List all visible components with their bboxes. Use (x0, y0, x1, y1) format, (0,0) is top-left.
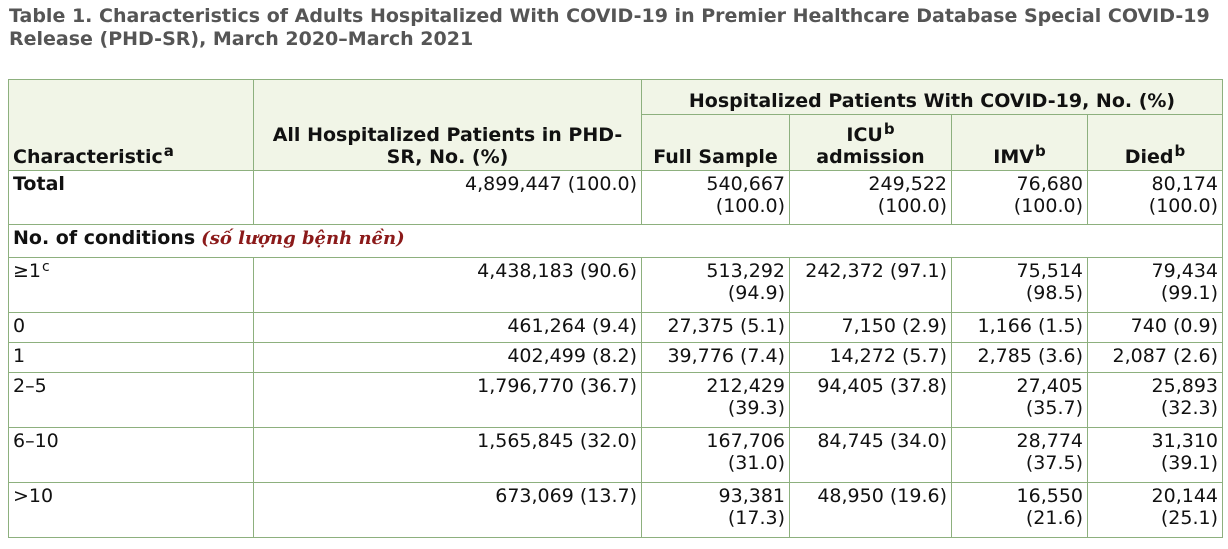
cell-died: 31,310 (39.1) (1087, 427, 1223, 483)
cell-all: 461,264 (9.4) (253, 312, 642, 343)
cell-icu: 249,522 (100.0) (789, 170, 952, 225)
cell-full: 93,381 (17.3) (641, 482, 790, 538)
icu-header: ICUb admission (789, 114, 952, 171)
cell-died-highlighted: 740 (0.9) (1087, 312, 1223, 343)
cell-all: 402,499 (8.2) (253, 342, 642, 373)
row-label: 2–5 (8, 372, 254, 428)
table-row: ≥1c 4,438,183 (90.6) 513,292 (94.9) 242,3… (8, 257, 1223, 313)
row-label: 0 (8, 312, 254, 343)
section-label-cell: No. of conditions (số lượng bệnh nền) (8, 224, 1223, 258)
cell-imv: 16,550 (21.6) (951, 482, 1088, 538)
row-label: Total (8, 170, 254, 225)
total-row: Total 4,899,447 (100.0) 540,667 (100.0) 2… (8, 170, 1223, 225)
characteristic-header: Characteristica (8, 79, 254, 171)
row-label: 1 (8, 342, 254, 373)
table-row: 6–10 1,565,845 (32.0) 167,706 (31.0) 84,7… (8, 427, 1223, 483)
cell-icu: 14,272 (5.7) (789, 342, 952, 373)
cell-icu: 242,372 (97.1) (789, 257, 952, 313)
cell-full: 540,667 (100.0) (641, 170, 790, 225)
section-label: No. of conditions (13, 227, 196, 249)
row-label: >10 (8, 482, 254, 538)
cell-died: 20,144 (25.1) (1087, 482, 1223, 538)
cell-died: 80,174 (100.0) (1087, 170, 1223, 225)
cell-died: 25,893 (32.3) (1087, 372, 1223, 428)
cell-all: 673,069 (13.7) (253, 482, 642, 538)
cell-icu: 94,405 (37.8) (789, 372, 952, 428)
row-label: 6–10 (8, 427, 254, 483)
cell-full: 27,375 (5.1) (641, 312, 790, 343)
cell-full: 513,292 (94.9) (641, 257, 790, 313)
all-patients-header: All Hospitalized Patients in PHD-SR, No.… (253, 79, 642, 171)
cell-all: 4,438,183 (90.6) (253, 257, 642, 313)
cell-died-highlighted: 79,434 (99.1) (1087, 257, 1223, 313)
header-row-1: Characteristica All Hospitalized Patient… (8, 79, 1223, 171)
cell-imv: 28,774 (37.5) (951, 427, 1088, 483)
header-row-2: Full Sample ICUb admission IMVb Diedb (9, 114, 1223, 171)
conditions-table: Characteristica All Hospitalized Patient… (8, 79, 1223, 538)
cell-all: 1,565,845 (32.0) (253, 427, 642, 483)
cell-icu: 84,745 (34.0) (789, 427, 952, 483)
table-row: 0 461,264 (9.4) 27,375 (5.1) 7,150 (2.9)… (8, 312, 1223, 343)
cell-all: 1,796,770 (36.7) (253, 372, 642, 428)
table-row: >10 673,069 (13.7) 93,381 (17.3) 48,950 (… (8, 482, 1223, 538)
cell-full: 39,776 (7.4) (641, 342, 790, 373)
cell-imv: 75,514 (98.5) (951, 257, 1088, 313)
cell-imv: 1,166 (1.5) (951, 312, 1088, 343)
cell-icu: 48,950 (19.6) (789, 482, 952, 538)
section-row: No. of conditions (số lượng bệnh nền) (8, 224, 1223, 258)
cell-died: 2,087 (2.6) (1087, 342, 1223, 373)
full-sample-header: Full Sample (641, 114, 790, 171)
covid-group-header: Hospitalized Patients With COVID-19, No.… (641, 79, 1223, 115)
vietnamese-annotation: (số lượng bệnh nền) (201, 228, 405, 249)
cell-imv: 2,785 (3.6) (951, 342, 1088, 373)
cell-imv: 27,405 (35.7) (951, 372, 1088, 428)
table-row: 2–5 1,796,770 (36.7) 212,429 (39.3) 94,40… (8, 372, 1223, 428)
imv-header: IMVb (951, 114, 1088, 171)
cell-imv: 76,680 (100.0) (951, 170, 1088, 225)
table-caption: Table 1. Characteristics of Adults Hospi… (9, 5, 1210, 50)
died-header: Diedb (1087, 114, 1223, 171)
cell-icu: 7,150 (2.9) (789, 312, 952, 343)
row-label: ≥1c (8, 257, 254, 313)
cell-all: 4,899,447 (100.0) (253, 170, 642, 225)
table-row: 1 402,499 (8.2) 39,776 (7.4) 14,272 (5.7… (8, 342, 1223, 373)
cell-full: 167,706 (31.0) (641, 427, 790, 483)
cell-full: 212,429 (39.3) (641, 372, 790, 428)
